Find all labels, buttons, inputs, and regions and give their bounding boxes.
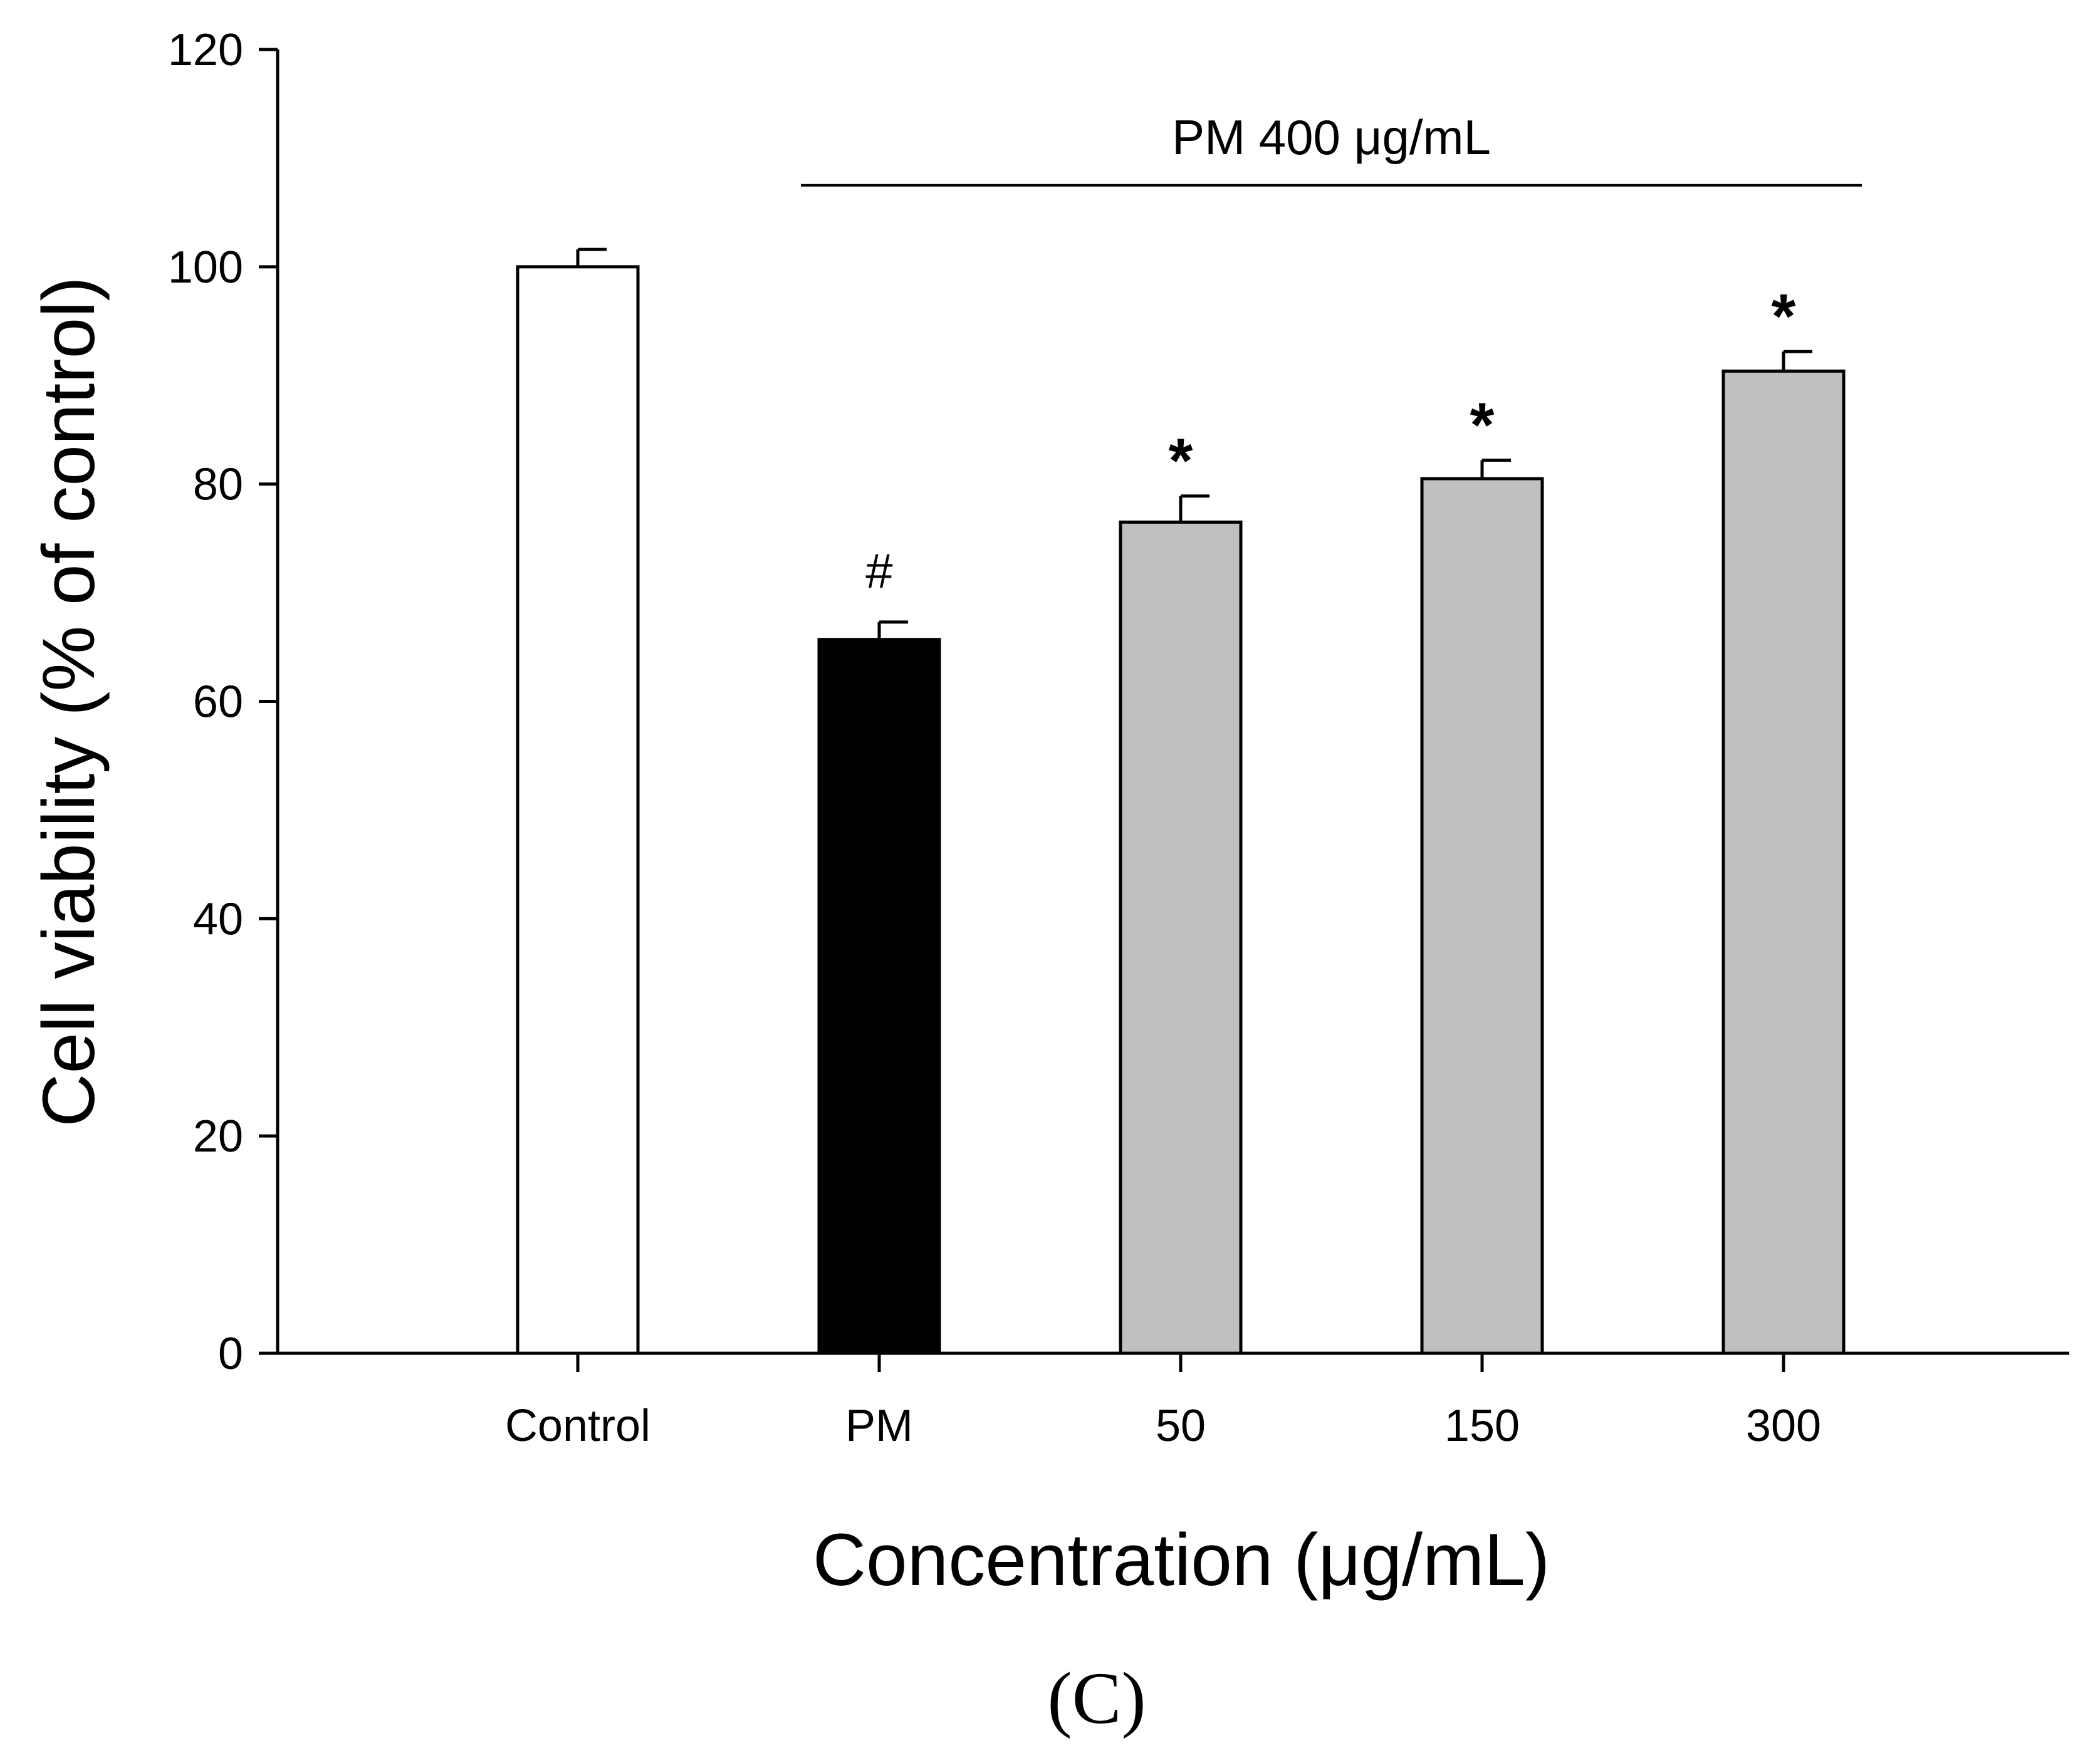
x-axis-label: Concentration (μg/mL) xyxy=(813,1519,1550,1601)
significance-mark-150: * xyxy=(1470,390,1495,460)
bar-control xyxy=(516,265,640,1355)
x-tick-label-50: 50 xyxy=(1156,1401,1206,1451)
error-bars-layer xyxy=(576,247,1812,640)
y-tick-label-80: 80 xyxy=(193,460,243,510)
y-tick-label-120: 120 xyxy=(168,25,243,75)
y-tick-label-100: 100 xyxy=(168,242,243,293)
bar-50 xyxy=(1119,520,1243,1355)
bar-pm xyxy=(817,638,941,1355)
significance-mark-300: * xyxy=(1772,281,1796,351)
y-ticks-layer: 0 20 40 60 80 100 120 xyxy=(168,25,278,1379)
y-axis-label: Cell viability (% of control) xyxy=(28,276,110,1126)
y-tick-label-20: 20 xyxy=(193,1111,243,1162)
treatment-bracket-label: PM 400 μg/mL xyxy=(1172,110,1491,165)
x-tick-label-150: 150 xyxy=(1444,1401,1520,1451)
x-tick-label-pm: PM xyxy=(845,1401,913,1451)
x-tick-label-control: Control xyxy=(505,1401,650,1451)
y-tick-label-40: 40 xyxy=(193,894,243,944)
y-tick-label-60: 60 xyxy=(193,677,243,727)
bar-300 xyxy=(1721,369,1846,1355)
x-ticks-layer: Control PM 50 150 300 xyxy=(505,1353,1821,1451)
significance-mark-50: * xyxy=(1169,426,1193,496)
x-tick-label-300: 300 xyxy=(1746,1401,1821,1451)
panel-label: (C) xyxy=(1047,1657,1146,1739)
significance-mark-pm: # xyxy=(865,543,892,598)
annotations-layer: # * * * PM 400 μg/mL xyxy=(801,110,1862,598)
bar-150 xyxy=(1420,477,1544,1355)
y-tick-label-0: 0 xyxy=(218,1329,243,1379)
